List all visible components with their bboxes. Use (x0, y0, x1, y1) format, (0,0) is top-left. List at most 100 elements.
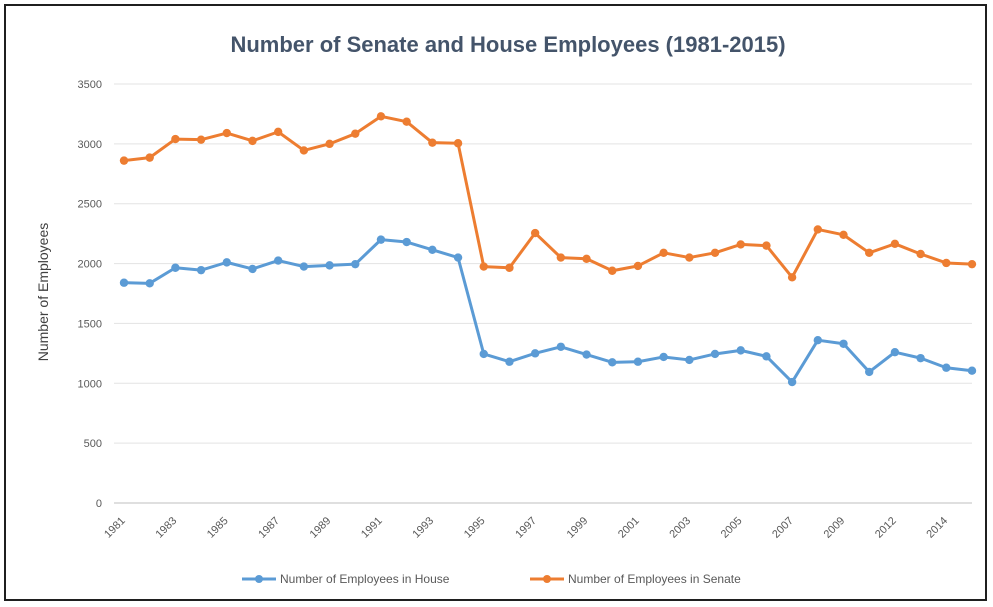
data-point (633, 357, 643, 366)
data-point (659, 248, 668, 257)
data-point (402, 237, 411, 247)
data-point (787, 273, 797, 282)
data-point (453, 253, 463, 262)
data-point (762, 241, 771, 250)
data-point (530, 228, 540, 238)
data-point (736, 240, 745, 249)
data-point (530, 349, 540, 358)
data-point (967, 366, 977, 375)
y-tick-label: 1000 (78, 378, 102, 390)
data-point (556, 253, 566, 262)
x-tick-label: 2012 (873, 515, 899, 541)
data-point (453, 139, 463, 148)
y-tick-label: 500 (84, 438, 102, 450)
data-point (942, 363, 951, 372)
data-point (633, 261, 643, 271)
data-point (119, 156, 129, 165)
data-point (325, 261, 334, 270)
y-tick-label: 3000 (78, 139, 102, 151)
x-tick-label: 2001 (616, 515, 642, 541)
chart-frame: 0 500 1000 1500 2000 2500 3000 3500 1981 1983 198… (4, 4, 987, 601)
data-point (299, 262, 309, 271)
data-point (813, 225, 823, 234)
data-point (248, 264, 257, 274)
x-tick-label: 2009 (822, 515, 848, 541)
data-point (813, 335, 823, 345)
data-point (685, 355, 694, 365)
x-tick-label: 2005 (719, 515, 745, 541)
data-point (608, 266, 617, 275)
x-tick-label: 1987 (256, 515, 282, 541)
data-point (273, 127, 283, 137)
data-point (351, 259, 360, 269)
data-point (196, 135, 206, 144)
data-point (428, 245, 437, 255)
legend-label: Number of Employees in Senate (568, 572, 741, 586)
legend-item: Number of Employees in Senate (530, 572, 741, 586)
series-house (119, 235, 977, 387)
y-tick-label: 0 (96, 498, 102, 510)
data-point (505, 263, 514, 272)
data-point (762, 352, 771, 361)
data-point (171, 263, 180, 272)
y-tick-label: 2500 (78, 199, 102, 211)
data-point (659, 352, 668, 362)
data-point (273, 256, 283, 265)
x-tick-label: 1999 (565, 515, 591, 541)
x-tick-label: 2003 (667, 515, 693, 541)
data-point (376, 235, 386, 244)
data-point (967, 259, 977, 269)
y-tick-label: 3500 (78, 79, 102, 91)
x-tick-label: 1997 (513, 515, 539, 541)
legend-item: Number of Employees in House (242, 572, 450, 586)
x-axis-ticks: 1981 1983 1985 1987 1989 1991 1993 1995 1997 1999… (102, 515, 950, 541)
data-point (145, 279, 154, 288)
data-point (916, 249, 925, 259)
gridlines (114, 83, 972, 504)
x-tick-label: 1995 (462, 515, 488, 541)
series-senate (119, 112, 977, 282)
y-axis-ticks: 0 500 1000 1500 2000 2500 3000 3500 (78, 79, 102, 510)
legend-swatch-marker (543, 575, 551, 583)
series-lines (119, 112, 977, 387)
data-point (325, 139, 334, 149)
data-point (222, 258, 231, 267)
data-point (479, 349, 488, 359)
legend: Number of Employees in House Number of Em… (242, 572, 741, 586)
data-point (171, 134, 180, 144)
data-point (299, 146, 309, 155)
data-point (685, 253, 694, 262)
chart-title: Number of Senate and House Employees (19… (230, 32, 785, 57)
data-point (119, 278, 129, 287)
data-point (376, 112, 386, 121)
x-tick-label: 1993 (410, 515, 436, 541)
x-tick-label: 1991 (359, 515, 385, 541)
data-point (196, 265, 206, 275)
legend-label: Number of Employees in House (280, 572, 450, 586)
data-point (505, 357, 514, 366)
data-point (787, 377, 797, 387)
data-point (145, 153, 154, 162)
y-tick-label: 1500 (78, 318, 102, 330)
data-point (890, 239, 900, 249)
data-point (582, 254, 591, 263)
data-point (710, 349, 720, 359)
x-tick-label: 1981 (102, 515, 128, 541)
data-point (222, 128, 231, 138)
y-axis-label: Number of Employees (35, 223, 51, 362)
data-point (942, 258, 951, 268)
data-point (736, 346, 745, 355)
data-point (839, 339, 848, 348)
series-line (122, 114, 974, 279)
data-point (890, 347, 900, 357)
x-tick-label: 1989 (308, 515, 334, 541)
data-point (865, 367, 874, 377)
data-point (582, 350, 591, 359)
x-tick-label: 1985 (205, 515, 231, 541)
x-tick-label: 2007 (770, 515, 796, 541)
x-tick-label: 1983 (153, 515, 179, 541)
series-line (122, 238, 974, 384)
data-point (351, 129, 360, 138)
data-point (608, 358, 617, 367)
